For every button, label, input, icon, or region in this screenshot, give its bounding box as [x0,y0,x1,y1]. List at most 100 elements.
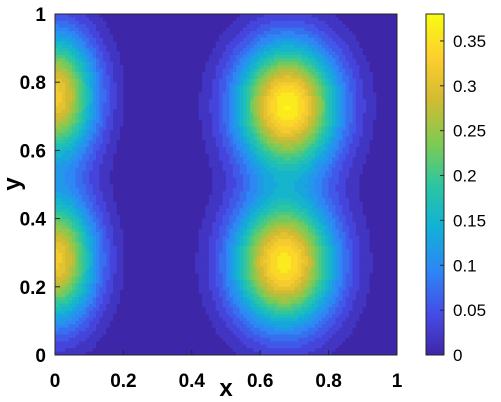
contour-cell [75,324,80,329]
contour-cell [215,222,220,227]
contour-cell [99,187,104,192]
contour-cell [222,119,227,124]
contour-cell [130,123,135,128]
contour-cell [106,92,111,97]
contour-cell [184,245,189,250]
contour-cell [143,222,148,227]
contour-cell [68,78,73,83]
contour-cell [167,228,172,233]
contour-cell [178,297,183,302]
contour-cell [58,297,63,302]
contour-cell [65,187,70,192]
contour-cell [96,194,101,199]
contour-cell [119,351,124,355]
contour-cell [184,341,189,346]
contour-cell [198,334,203,339]
contour-cell [85,31,90,36]
contour-cell [106,34,111,39]
contour-cell [174,324,179,329]
contour-cell [205,140,210,145]
contour-cell [161,245,166,250]
contour-cell [92,65,97,70]
contour-cell [191,303,196,308]
contour-cell [167,58,172,63]
contour-cell [68,143,73,148]
contour-cell [143,269,148,274]
contour-cell [96,27,101,32]
contour-cell [174,211,179,216]
contour-cell [102,266,107,271]
contour-cell [164,249,169,254]
contour-cell [85,351,90,355]
contour-cell [195,348,200,353]
contour-cell [222,249,227,254]
contour-cell [174,92,179,97]
contour-cell [96,191,101,196]
contour-cell [116,58,121,63]
contour-cell [119,324,124,329]
contour-cell [161,242,166,247]
contour-cell [130,283,135,288]
contour-cell [65,164,70,169]
contour-cell [133,31,138,36]
contour-cell [215,218,220,223]
contour-cell [178,314,183,319]
contour-cell [106,99,111,104]
contour-cell [191,123,196,128]
contour-cell [119,232,124,237]
contour-cell [157,337,162,342]
contour-cell [116,245,121,250]
contour-cell [171,307,176,312]
contour-cell [184,140,189,145]
contour-cell [58,85,63,90]
contour-cell [164,204,169,209]
contour-cell [102,123,107,128]
contour-cell [133,181,138,186]
contour-cell [212,300,217,305]
contour-cell [109,235,114,240]
contour-cell [140,300,145,305]
contour-cell [164,290,169,295]
contour-cell [143,348,148,353]
contour-cell [202,310,207,315]
contour-cell [195,106,200,111]
contour-cell [123,51,128,56]
contour-cell [219,324,224,329]
contour-cell [126,239,131,244]
contour-cell [85,89,90,94]
contour-cell [143,150,148,155]
contour-cell [72,89,77,94]
contour-cell [167,314,172,319]
contour-cell [215,184,220,189]
contour-cell [96,160,101,165]
contour-cell [75,222,80,227]
contour-cell [89,106,94,111]
contour-cell [126,208,131,213]
contour-cell [123,153,128,158]
contour-cell [55,201,60,206]
contour-cell [78,58,83,63]
contour-cell [130,95,135,100]
contour-cell [205,89,210,94]
contour-cell [130,75,135,80]
contour-cell [161,44,166,49]
contour-cell [208,20,213,25]
contour-cell [222,232,227,237]
contour-cell [147,129,152,134]
contour-cell [96,344,101,349]
contour-cell [188,239,193,244]
contour-cell [61,116,66,121]
contour-cell [205,245,210,250]
contour-cell [106,283,111,288]
contour-cell [75,184,80,189]
contour-cell [202,327,207,332]
contour-cell [222,109,227,114]
contour-cell [219,146,224,151]
contour-cell [65,225,70,230]
contour-cell [72,129,77,134]
contour-cell [113,95,118,100]
contour-cell [188,273,193,278]
contour-cell [178,232,183,237]
contour-cell [178,58,183,63]
contour-cell [130,293,135,298]
